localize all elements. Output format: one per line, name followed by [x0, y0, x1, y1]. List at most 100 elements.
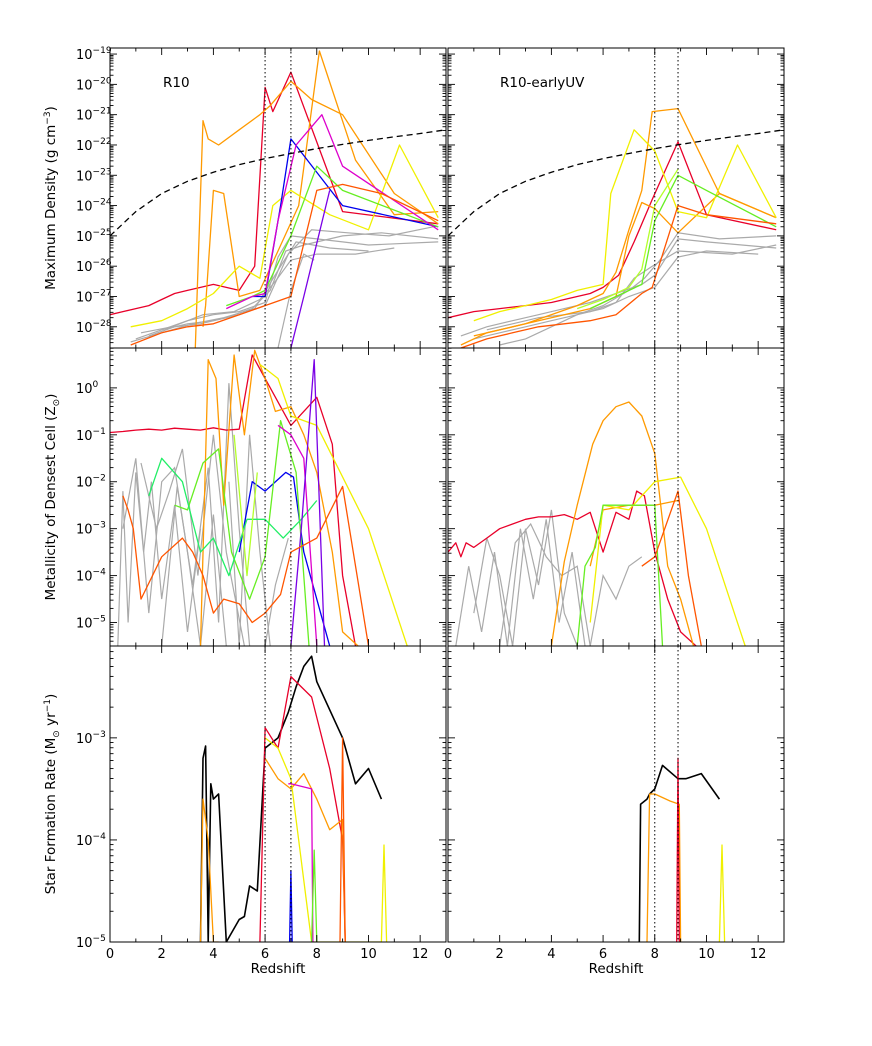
density-ytick-label-base: 10 — [76, 230, 93, 245]
density-ytick-label-base: 10 — [76, 139, 93, 154]
sfr-ytick-label-exp: −4 — [93, 832, 107, 842]
left-density-grey-line-2 — [130, 241, 369, 343]
left-xtick-label-4: 8 — [313, 947, 321, 962]
left-density-blue-line-4 — [252, 138, 439, 298]
density-ytick-label-4: 10−24 — [76, 198, 112, 215]
density-ytick-label-7: 10−21 — [76, 107, 112, 124]
density-ytick-label-exp: −24 — [93, 198, 112, 208]
density-ytick-label-base: 10 — [76, 48, 93, 63]
left-metallicity-orange-line-1 — [199, 349, 359, 646]
y-axis-label-density-sup: −3 — [43, 111, 53, 124]
left-metallicity-blue-line-3 — [238, 471, 331, 646]
left-sfr-dark_orange-line-8 — [339, 737, 346, 942]
left-metallicity-dark_orange-line-9 — [122, 485, 370, 646]
left-metallicity-grey-line-0 — [117, 472, 202, 646]
metallicity-ytick-label-base: 10 — [76, 570, 93, 585]
metallicity-ytick-label-1: 10−4 — [76, 568, 106, 585]
right-sfr-yellow-line-3 — [718, 844, 726, 942]
left-density-magenta-line-6 — [226, 114, 439, 310]
metallicity-ytick-label-exp: 0 — [93, 380, 99, 390]
density-ytick-label-6: 10−22 — [76, 137, 112, 154]
density-ytick-label-base: 10 — [76, 78, 93, 93]
y-axis-label-sfr-text: Star Formation Rate (M — [43, 738, 59, 895]
right-xtick-label-2: 4 — [547, 947, 555, 962]
left-metallicity-grey-line-4 — [228, 434, 271, 646]
left-density-plot-area — [110, 50, 446, 348]
density-ytick-label-0: 10−28 — [76, 319, 112, 336]
right-density-threshold-dashed-line — [448, 129, 784, 237]
metallicity-ytick-label-4: 10−1 — [76, 427, 106, 444]
right-metallicity-grey-line-3 — [589, 556, 643, 646]
right-density-grey-line-1 — [473, 232, 777, 340]
density-ytick-label-3: 10−25 — [76, 228, 112, 245]
sfr-ytick-label-2: 10−3 — [76, 730, 106, 747]
metallicity-ytick-label-exp: −2 — [93, 474, 106, 484]
left-density-grey-line-5 — [277, 253, 315, 348]
left-metallicity-lime-line-8 — [233, 434, 258, 577]
sfr-ytick-label-base: 10 — [76, 732, 93, 747]
density-ytick-label-exp: −27 — [93, 288, 112, 298]
left-sfr-black-line-0 — [199, 655, 383, 942]
x-axis-label-right: Redshift — [589, 961, 644, 977]
metallicity-ytick-label-base: 10 — [76, 523, 93, 538]
right-xtick-label-0: 0 — [444, 947, 452, 962]
y-axis-label-density-close: ) — [43, 106, 59, 111]
panel-label-left: R10 — [163, 75, 190, 91]
metallicity-ytick-label-base: 10 — [76, 382, 93, 397]
sfr-ytick-label-exp: −5 — [93, 934, 106, 944]
right-metallicity-grey-line-2 — [499, 522, 591, 646]
right-metallicity-red-line-0 — [448, 490, 697, 646]
left-density-grey-line-3 — [140, 247, 395, 334]
left-sfr-green-line-7 — [310, 849, 318, 942]
right-xtick-label-3: 6 — [599, 947, 607, 962]
metallicity-ytick-label-exp: −5 — [93, 615, 106, 625]
left-sfr-orange-line-1 — [199, 798, 219, 942]
left-density-dark_orange-line-8 — [130, 183, 439, 346]
x-axis-label-left: Redshift — [251, 961, 306, 977]
density-ytick-label-base: 10 — [76, 260, 93, 275]
density-ytick-label-base: 10 — [76, 200, 93, 215]
right-xtick-label-5: 10 — [698, 947, 715, 962]
y-axis-label-sfr-mid: yr — [43, 712, 59, 730]
left-metallicity-plot-area — [110, 349, 408, 646]
density-ytick-label-2: 10−26 — [76, 258, 112, 275]
left-metallicity-teal-line-5 — [148, 457, 318, 577]
right-density-yellow-line-3 — [473, 129, 777, 322]
metallicity-ytick-label-exp: −1 — [93, 427, 106, 437]
metallicity-ytick-label-base: 10 — [76, 429, 93, 444]
left-xtick-label-1: 2 — [158, 947, 166, 962]
density-ytick-label-base: 10 — [76, 321, 93, 336]
right-density-red-line-0 — [448, 141, 777, 319]
right-density-plot-area — [448, 107, 784, 348]
left-metallicity-yellow-line-2 — [259, 363, 408, 646]
density-ytick-label-1: 10−27 — [76, 288, 112, 305]
density-ytick-label-exp: −28 — [93, 319, 112, 329]
right-xtick-label-4: 8 — [651, 947, 659, 962]
right-sfr-frame — [447, 645, 785, 943]
density-ytick-label-9: 10−19 — [76, 46, 112, 63]
right-metallicity-dark_orange-line-5 — [641, 490, 702, 646]
left-sfr-magenta-line-5 — [288, 783, 315, 942]
metallicity-ytick-label-base: 10 — [76, 617, 93, 632]
sfr-ytick-label-1: 10−4 — [76, 832, 106, 849]
left-metallicity-grey-line-5 — [264, 537, 289, 646]
right-xtick-label-1: 2 — [496, 947, 504, 962]
y-axis-label-sfr-close: ) — [43, 694, 59, 699]
right-density-lime-line-5 — [576, 168, 679, 310]
left-metallicity-purple-line-7 — [290, 359, 326, 646]
left-density-yellow-line-3 — [130, 144, 439, 328]
left-sfr-yellow-line-4 — [264, 737, 388, 942]
y-axis-label-sfr-sup: −1 — [43, 699, 53, 712]
density-ytick-label-exp: −26 — [93, 258, 112, 268]
right-density-grey-line-0 — [460, 238, 777, 337]
metallicity-ytick-label-5: 100 — [76, 380, 99, 397]
left-density-grey-line-4 — [161, 226, 434, 331]
right-metallicity-plot-area — [448, 401, 746, 646]
left-metallicity-magenta-line-6 — [277, 424, 318, 646]
left-sfr-red-line-2 — [259, 675, 346, 942]
left-xtick-label-0: 0 — [106, 947, 114, 962]
metallicity-ytick-label-3: 10−2 — [76, 474, 106, 491]
right-metallicity-grey-line-0 — [455, 519, 586, 646]
right-sfr-plot-area — [638, 757, 726, 942]
metallicity-ytick-label-exp: −3 — [93, 521, 106, 531]
